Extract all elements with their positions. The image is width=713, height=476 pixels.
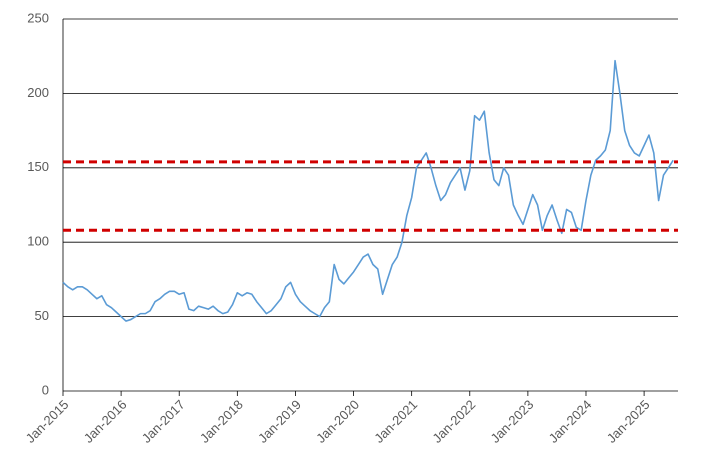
- y-tick-label: 0: [42, 382, 49, 397]
- x-tick-label: Jan-2022: [429, 397, 478, 446]
- data-line: [62, 59, 674, 322]
- y-tick-label: 250: [27, 10, 49, 25]
- x-tick-label: Jan-2024: [546, 397, 595, 446]
- x-tick-label: Jan-2021: [371, 397, 420, 446]
- y-tick-label: 150: [27, 159, 49, 174]
- y-tick-label: 200: [27, 85, 49, 100]
- x-tick-label: Jan-2017: [139, 397, 188, 446]
- y-tick-label: 100: [27, 234, 49, 249]
- x-tick-label: Jan-2018: [197, 397, 246, 446]
- x-tick-label: Jan-2025: [604, 397, 653, 446]
- x-tick-label: Jan-2023: [487, 397, 536, 446]
- x-tick-label: Jan-2016: [81, 397, 130, 446]
- x-tick-label: Jan-2015: [23, 397, 72, 446]
- y-tick-label: 50: [35, 308, 49, 323]
- x-tick-label: Jan-2019: [255, 397, 304, 446]
- x-tick-label: Jan-2020: [313, 397, 362, 446]
